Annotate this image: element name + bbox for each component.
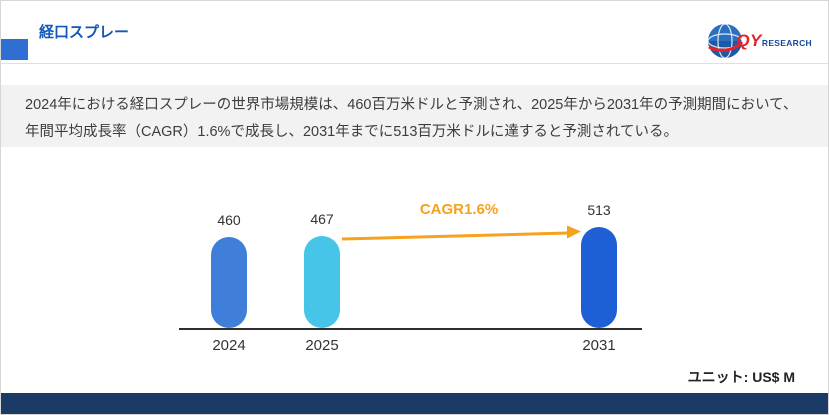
x-axis-line [179, 328, 642, 330]
bar-chart: CAGR1.6% 460 2024 467 2025 513 2031 [1, 171, 828, 371]
globe-icon [707, 23, 744, 59]
description-box: 2024年における経口スプレーの世界市場規模は、460百万米ドルと予測され、20… [1, 85, 828, 147]
bar-value-label: 460 [217, 212, 241, 228]
qyresearch-logo: QY RESEARCH [705, 21, 812, 61]
x-axis-label: 2031 [582, 337, 616, 354]
bar-2024 [211, 237, 247, 328]
x-axis-label: 2025 [305, 337, 339, 354]
cagr-arrow-line [341, 231, 569, 241]
cagr-arrowhead [567, 225, 581, 239]
bar-2031 [581, 227, 617, 328]
header-divider [1, 63, 828, 64]
cagr-label: CAGR1.6% [419, 201, 499, 218]
x-axis-label: 2024 [212, 337, 246, 354]
bar-value-label: 467 [310, 211, 334, 227]
bar-value-label: 513 [587, 202, 611, 218]
unit-label: ユニット: US$ M [687, 369, 795, 385]
bar-2025 [304, 236, 340, 328]
description-text: 2024年における経口スプレーの世界市場規模は、460百万米ドルと予測され、20… [25, 97, 798, 140]
logo-qy-text: QY [736, 31, 762, 50]
footer-bar [1, 393, 828, 414]
page-title: 経口スプレー [39, 24, 130, 41]
logo-research-text: RESEARCH [761, 38, 812, 48]
header-accent [1, 39, 28, 60]
logo-text: QY RESEARCH [736, 31, 812, 51]
